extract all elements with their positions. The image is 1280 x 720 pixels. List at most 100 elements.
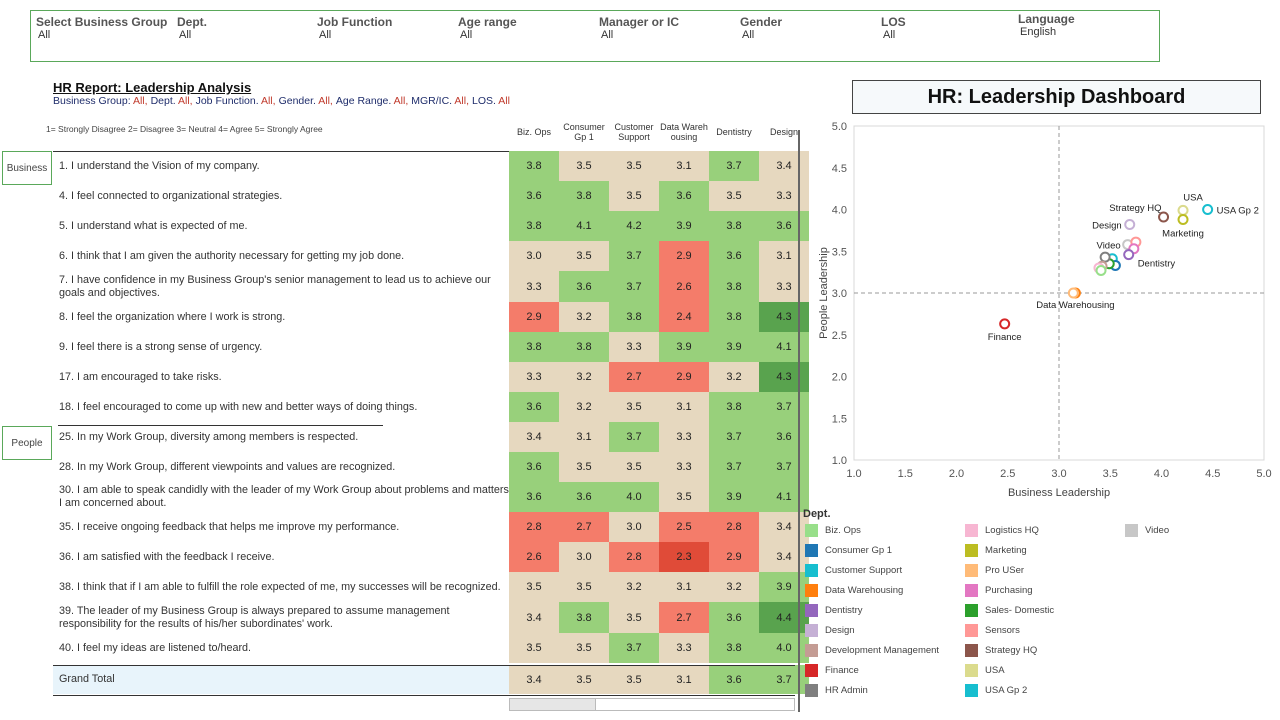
score-cell-design[interactable]: 3.4 <box>759 542 809 572</box>
score-cell-data-warehousing[interactable]: 2.7 <box>659 602 709 633</box>
score-cell-biz-ops[interactable]: 3.8 <box>509 211 559 241</box>
side-label-business[interactable]: Business <box>2 151 52 185</box>
legend-item-dentistry[interactable]: Dentistry <box>805 604 862 617</box>
score-cell-data-warehousing[interactable]: 2.6 <box>659 271 709 302</box>
score-cell-data-warehousing[interactable]: 2.4 <box>659 302 709 332</box>
score-cell-consumer-gp-1[interactable]: 3.2 <box>559 392 609 422</box>
score-cell-customer-support[interactable]: 3.5 <box>609 602 659 633</box>
scatter-point-usa-gp-2[interactable]: USA Gp 2 <box>1202 204 1259 217</box>
scrollbar-thumb[interactable] <box>510 699 596 710</box>
score-cell-design[interactable]: 3.1 <box>759 241 809 271</box>
column-header-consumer-gp-1[interactable]: Consumer Gp 1 <box>559 118 609 146</box>
legend-item-marketing[interactable]: Marketing <box>965 544 1027 557</box>
column-header-customer-support[interactable]: Customer Support <box>609 118 659 146</box>
score-cell-customer-support[interactable]: 3.8 <box>609 302 659 332</box>
score-cell-biz-ops[interactable]: 3.6 <box>509 482 559 512</box>
column-header-data-warehousing[interactable]: Data Wareh ousing <box>659 118 709 146</box>
scatter-point-pro-user[interactable] <box>1067 287 1079 299</box>
score-cell-customer-support[interactable]: 2.8 <box>609 542 659 572</box>
legend-item-usa[interactable]: USA <box>965 664 1005 677</box>
score-cell-design[interactable]: 3.3 <box>759 271 809 302</box>
horizontal-scrollbar[interactable] <box>509 698 795 711</box>
score-cell-design[interactable]: 4.0 <box>759 633 809 663</box>
score-cell-data-warehousing[interactable]: 3.9 <box>659 211 709 241</box>
score-cell-consumer-gp-1[interactable]: 3.8 <box>559 602 609 633</box>
score-cell-consumer-gp-1[interactable]: 3.8 <box>559 332 609 362</box>
score-cell-design[interactable]: 4.3 <box>759 362 809 392</box>
score-cell-design[interactable]: 3.6 <box>759 211 809 241</box>
legend-item-development-management[interactable]: Development Management <box>805 644 939 657</box>
score-cell-data-warehousing[interactable]: 3.6 <box>659 181 709 211</box>
score-cell-biz-ops[interactable]: 3.4 <box>509 422 559 452</box>
score-cell-biz-ops[interactable]: 3.8 <box>509 151 559 181</box>
score-cell-data-warehousing[interactable]: 3.1 <box>659 392 709 422</box>
score-cell-design[interactable]: 4.3 <box>759 302 809 332</box>
score-cell-data-warehousing[interactable]: 3.1 <box>659 151 709 181</box>
score-cell-consumer-gp-1[interactable]: 3.2 <box>559 302 609 332</box>
score-cell-customer-support[interactable]: 3.7 <box>609 633 659 663</box>
score-cell-design[interactable]: 4.1 <box>759 482 809 512</box>
score-cell-customer-support[interactable]: 3.5 <box>609 181 659 211</box>
filter-los[interactable]: LOS All <box>881 15 906 42</box>
score-cell-customer-support[interactable]: 4.0 <box>609 482 659 512</box>
score-cell-biz-ops[interactable]: 3.5 <box>509 572 559 602</box>
score-cell-customer-support[interactable]: 3.0 <box>609 512 659 542</box>
score-cell-consumer-gp-1[interactable]: 3.5 <box>559 633 609 663</box>
score-cell-design[interactable]: 3.7 <box>759 665 809 694</box>
filter-manager-or-ic[interactable]: Manager or IC All <box>599 15 679 42</box>
score-cell-biz-ops[interactable]: 3.3 <box>509 271 559 302</box>
score-cell-biz-ops[interactable]: 2.6 <box>509 542 559 572</box>
score-cell-dentistry[interactable]: 3.8 <box>709 392 759 422</box>
scatter-point-design[interactable]: Design <box>1092 219 1136 232</box>
score-cell-consumer-gp-1[interactable]: 3.6 <box>559 271 609 302</box>
score-cell-data-warehousing[interactable]: 2.9 <box>659 241 709 271</box>
filter-value[interactable]: All <box>179 29 192 41</box>
score-cell-consumer-gp-1[interactable]: 3.5 <box>559 452 609 482</box>
score-cell-biz-ops[interactable]: 3.3 <box>509 362 559 392</box>
filter-dept[interactable]: Dept. All <box>177 15 207 42</box>
filter-gender[interactable]: Gender All <box>740 15 782 42</box>
score-cell-dentistry[interactable]: 3.8 <box>709 211 759 241</box>
legend-item-pro-user[interactable]: Pro USer <box>965 564 1024 577</box>
score-cell-data-warehousing[interactable]: 3.3 <box>659 422 709 452</box>
legend-item-sales-domestic[interactable]: Sales- Domestic <box>965 604 1054 617</box>
filter-value[interactable]: All <box>319 29 332 41</box>
score-cell-biz-ops[interactable]: 3.4 <box>509 602 559 633</box>
score-cell-customer-support[interactable]: 3.5 <box>609 151 659 181</box>
score-cell-dentistry[interactable]: 3.6 <box>709 241 759 271</box>
score-cell-customer-support[interactable]: 3.7 <box>609 422 659 452</box>
score-cell-design[interactable]: 3.4 <box>759 512 809 542</box>
filter-value[interactable]: All <box>38 29 51 41</box>
side-label-people[interactable]: People <box>2 426 52 460</box>
score-cell-consumer-gp-1[interactable]: 4.1 <box>559 211 609 241</box>
score-cell-dentistry[interactable]: 3.8 <box>709 633 759 663</box>
score-cell-customer-support[interactable]: 3.7 <box>609 271 659 302</box>
scatter-point-marketing[interactable]: Marketing <box>1162 214 1204 240</box>
legend-item-hr-admin[interactable]: HR Admin <box>805 684 868 697</box>
score-cell-dentistry[interactable]: 2.9 <box>709 542 759 572</box>
score-cell-customer-support[interactable]: 4.2 <box>609 211 659 241</box>
score-cell-consumer-gp-1[interactable]: 3.8 <box>559 181 609 211</box>
score-cell-dentistry[interactable]: 3.8 <box>709 271 759 302</box>
score-cell-consumer-gp-1[interactable]: 3.5 <box>559 665 609 694</box>
score-cell-design[interactable]: 3.3 <box>759 181 809 211</box>
score-cell-dentistry[interactable]: 3.9 <box>709 482 759 512</box>
filter-value[interactable]: All <box>742 29 755 41</box>
score-cell-dentistry[interactable]: 3.6 <box>709 602 759 633</box>
score-cell-data-warehousing[interactable]: 3.1 <box>659 572 709 602</box>
score-cell-biz-ops[interactable]: 3.6 <box>509 392 559 422</box>
score-cell-dentistry[interactable]: 3.7 <box>709 151 759 181</box>
score-cell-design[interactable]: 3.9 <box>759 572 809 602</box>
filter-age-range[interactable]: Age range All <box>458 15 517 42</box>
score-cell-biz-ops[interactable]: 2.9 <box>509 302 559 332</box>
legend-item-customer-support[interactable]: Customer Support <box>805 564 902 577</box>
score-cell-biz-ops[interactable]: 3.8 <box>509 332 559 362</box>
scatter-point-strategy-hq[interactable]: Strategy HQ <box>1109 203 1170 223</box>
score-cell-customer-support[interactable]: 3.5 <box>609 452 659 482</box>
score-cell-customer-support[interactable]: 3.3 <box>609 332 659 362</box>
score-cell-data-warehousing[interactable]: 2.5 <box>659 512 709 542</box>
column-header-dentistry[interactable]: Dentistry <box>709 118 759 146</box>
score-cell-data-warehousing[interactable]: 3.3 <box>659 452 709 482</box>
score-cell-dentistry[interactable]: 3.7 <box>709 452 759 482</box>
score-cell-data-warehousing[interactable]: 3.5 <box>659 482 709 512</box>
